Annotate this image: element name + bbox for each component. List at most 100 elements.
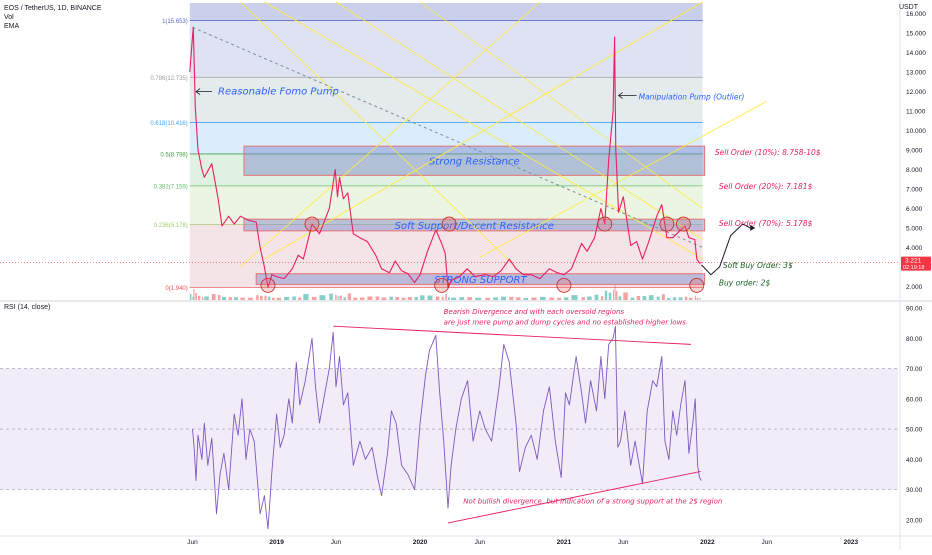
- volume-bar: [445, 294, 447, 300]
- vol-indicator-label[interactable]: Vol: [4, 14, 14, 21]
- rsi-line: [192, 325, 702, 530]
- gann-fan-line[interactable]: [419, 1, 703, 209]
- gann-fan-line[interactable]: [335, 1, 703, 240]
- volume-bar: [587, 296, 592, 300]
- price-axis-tick-label: 7.000: [906, 186, 923, 193]
- volume-bar: [623, 292, 628, 300]
- gann-fan-line[interactable]: [240, 1, 541, 268]
- rsi-axis-tick-label: 40.00: [906, 457, 923, 464]
- price-series: [189, 26, 756, 289]
- volume-bar: [375, 296, 380, 300]
- volume-bar: [435, 296, 440, 300]
- gann-fan-line[interactable]: [240, 1, 517, 268]
- bearish-divergence-line[interactable]: [333, 325, 691, 345]
- volume-bar: [189, 294, 192, 300]
- volume-bar: [389, 296, 393, 300]
- price-axis-tick-label: 5.000: [906, 225, 923, 232]
- price-axis-tick-label: 16.000: [906, 11, 926, 18]
- volume-bar: [192, 296, 194, 300]
- sell-order-20-label: Sell Order (20%): 7.181$: [719, 182, 813, 191]
- projection-arrowhead: [750, 224, 756, 231]
- volume-bar: [678, 297, 683, 300]
- projection-path[interactable]: [701, 223, 751, 276]
- volume-bar: [441, 296, 444, 300]
- volume-bar: [557, 297, 562, 300]
- volume-bar: [347, 293, 352, 300]
- rsi-indicator-label[interactable]: RSI (14, close): [4, 304, 51, 311]
- volume-bar: [195, 293, 197, 300]
- manipulation-pump-label: Manipulation Pump (Outlier): [639, 92, 745, 101]
- symbol-title[interactable]: EOS / TetherUS, 1D, BINANCE: [4, 5, 102, 12]
- fib-level-label: 0(1.940): [165, 286, 187, 292]
- volume-bar: [642, 296, 647, 300]
- time-axis-tick-label: Jun: [331, 539, 342, 546]
- touch-marker-circle[interactable]: [304, 216, 320, 232]
- volume-bar: [198, 295, 201, 300]
- volume-bar: [594, 294, 599, 300]
- touch-marker-circle[interactable]: [260, 277, 276, 293]
- volume-bar: [353, 297, 358, 300]
- bearish-divergence-text-1: Bearish Divergence and with each oversol…: [444, 308, 625, 316]
- volume-bar: [367, 296, 373, 300]
- strong-resistance-zone[interactable]: [243, 145, 706, 176]
- price-axis-tick-label: 11.000: [906, 109, 926, 116]
- annotations[interactable]: Reasonable Fomo Pump Manipulation Pump (O…: [195, 87, 821, 288]
- price-line: [189, 26, 702, 289]
- rsi-axis-tick-label: 20.00: [906, 517, 923, 524]
- touch-marker-circle[interactable]: [556, 277, 572, 293]
- volume-bar: [240, 297, 245, 300]
- volume-bar: [264, 295, 267, 300]
- price-axis-tick-label: 8.000: [906, 167, 923, 174]
- current-price-countdown: 02:19:18: [903, 265, 924, 271]
- price-axis-tick-label: 6.000: [906, 206, 923, 213]
- volume-bar: [284, 296, 290, 300]
- soft-support-zone[interactable]: [243, 218, 706, 232]
- strong-support-zone[interactable]: [255, 273, 706, 285]
- volume-bar: [615, 290, 618, 300]
- touch-marker-circle[interactable]: [597, 216, 613, 232]
- volume-bar: [447, 297, 450, 300]
- volume-bar: [666, 298, 671, 300]
- dashed-trend-line[interactable]: [192, 26, 703, 248]
- volume-bar: [381, 297, 387, 300]
- volume-bar: [228, 297, 232, 300]
- volume-bar: [303, 294, 309, 300]
- touch-marker-circle[interactable]: [434, 277, 450, 293]
- ema-indicator-label[interactable]: EMA: [4, 23, 20, 30]
- volume-bar: [630, 297, 635, 300]
- fib-level-label: 0.618(10.416): [150, 121, 187, 127]
- volume-bar: [234, 297, 238, 300]
- strong-resistance-zone-label: Strong Resistance: [429, 157, 520, 168]
- volume-bar: [661, 294, 665, 300]
- trend-lines[interactable]: [0, 1, 898, 268]
- volume-bar: [407, 297, 412, 300]
- volume-bar: [672, 297, 677, 300]
- volume-bar: [211, 294, 216, 300]
- current-price-badge[interactable]: [901, 256, 931, 271]
- touch-marker-circle[interactable]: [659, 216, 675, 232]
- support-divergence-line[interactable]: [447, 471, 701, 524]
- price-axis-tick-label: 2.000: [906, 284, 923, 291]
- manipulation-arrow-head: [617, 92, 623, 99]
- touch-marker-circle[interactable]: [676, 216, 691, 232]
- price-axis-tick-label: 9.000: [906, 148, 923, 155]
- fomo-arrow-head: [195, 88, 201, 95]
- volume-bar: [636, 296, 641, 300]
- volume-bar: [271, 297, 275, 300]
- touch-marker-circle[interactable]: [441, 216, 457, 232]
- fib-level-label: 0.5(8.798): [160, 152, 187, 158]
- rsi-axis-tick-label: 70.00: [906, 366, 923, 373]
- current-price-label: 3.221: [905, 258, 922, 265]
- volume-bar: [451, 297, 457, 300]
- touch-marker-circle[interactable]: [689, 277, 705, 293]
- volume-bar: [247, 297, 253, 300]
- touch-markers[interactable]: [260, 216, 705, 293]
- price-axis-tick-label: 12.000: [906, 89, 926, 96]
- volume-bar: [193, 288, 195, 300]
- gann-fan-line[interactable]: [479, 100, 767, 258]
- gann-fan-line[interactable]: [264, 1, 703, 260]
- not-bullish-divergence-text: Not bullish divergence, but indication o…: [463, 497, 722, 505]
- price-axis-tick-label: 4.000: [906, 245, 923, 252]
